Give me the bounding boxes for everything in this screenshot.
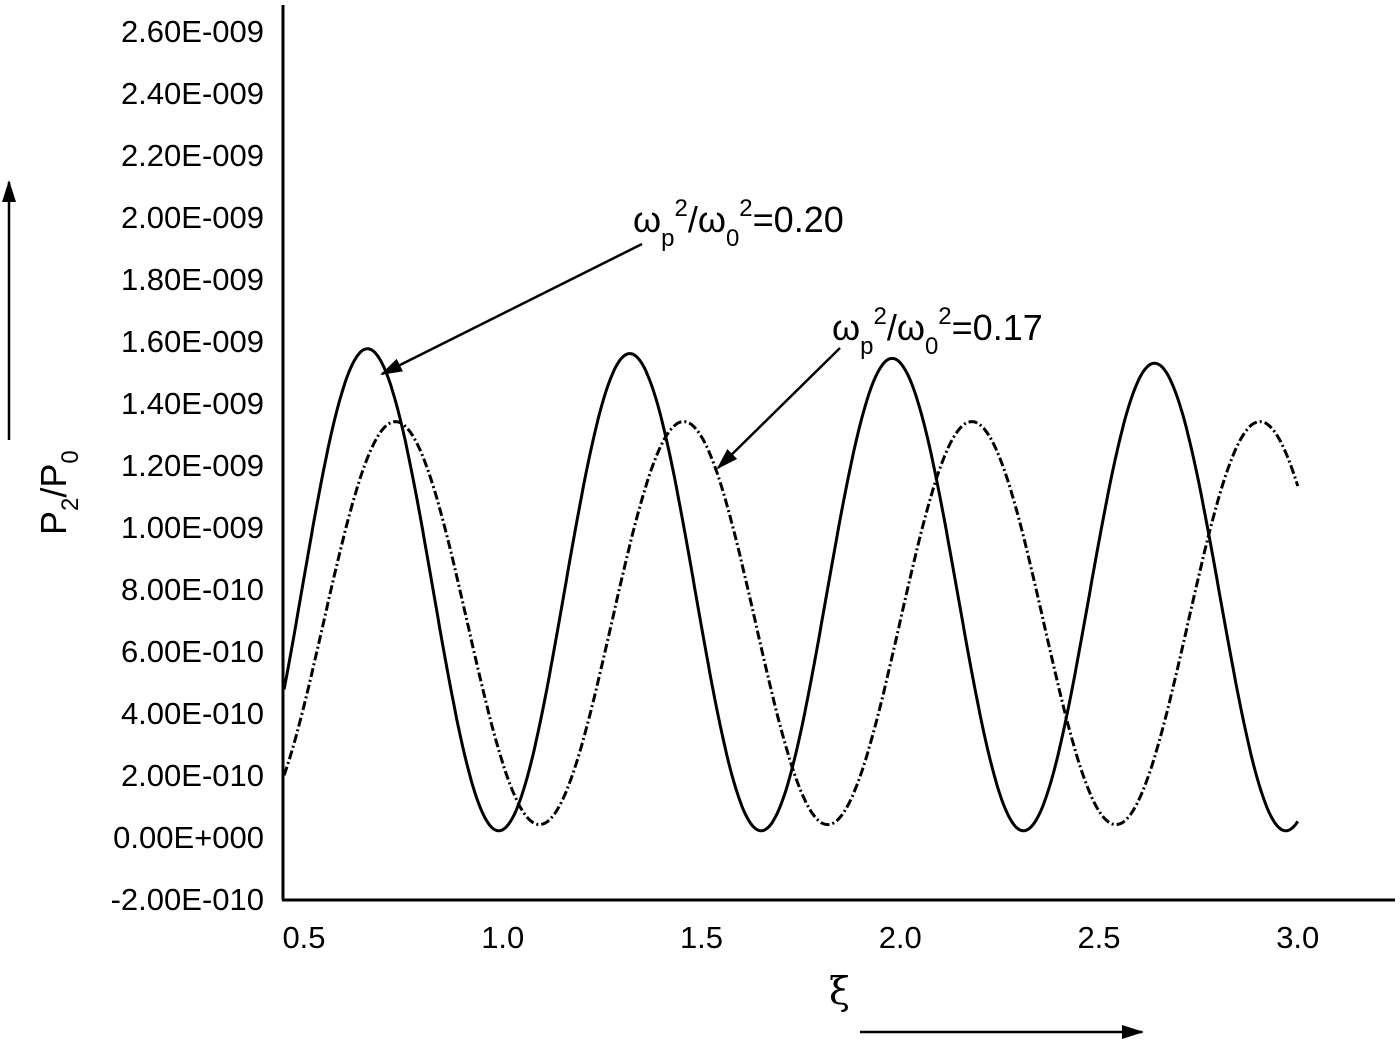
annotation-arrow-017: [716, 347, 841, 470]
x-tick-label: 3.0: [1276, 920, 1319, 955]
y-tick-label: 6.00E-010: [121, 634, 264, 669]
y-tick-label: 0.00E+000: [113, 820, 264, 855]
y-tick-label: -2.00E-010: [111, 882, 264, 917]
y-tick-label: 2.00E-010: [121, 758, 264, 793]
y-tick-label: 1.20E-009: [121, 448, 264, 483]
y-tick-label: 1.00E-009: [121, 510, 264, 545]
x-tick-labels: 0.5 1.0 1.5 2.0 2.5 3.0: [282, 920, 1319, 955]
annotation-arrow-020: [380, 242, 643, 376]
y-tick-label: 2.00E-009: [121, 200, 264, 235]
y-tick-label: 2.60E-009: [121, 14, 264, 49]
y-axis-title: P2/P0: [33, 450, 84, 535]
svg-text:P2/P0: P2/P0: [33, 450, 84, 535]
y-tick-label: 1.40E-009: [121, 386, 264, 421]
x-tick-label: 1.0: [481, 920, 524, 955]
y-tick-label: 2.40E-009: [121, 76, 264, 111]
y-tick-label: 1.80E-009: [121, 262, 264, 297]
x-tick-label: 1.5: [680, 920, 723, 955]
series-dashdot-017: [282, 420, 1300, 827]
y-tick-label: 4.00E-010: [121, 696, 264, 731]
y-tick-labels: 2.60E-009 2.40E-009 2.20E-009 2.00E-009 1.80…: [111, 14, 264, 917]
y-tick-label: 8.00E-010: [121, 572, 264, 607]
svg-text:ωp2/ω02=0.20: ωp2/ω02=0.20: [633, 195, 844, 252]
x-axis-title: ξ: [829, 969, 850, 1013]
y-tick-label: 2.20E-009: [121, 138, 264, 173]
annotation-020: ωp2/ω02=0.20: [380, 195, 844, 376]
x-tick-label: 2.5: [1077, 920, 1120, 955]
annotation-017: ωp2/ω02=0.17: [716, 303, 1043, 470]
y-tick-label: 1.60E-009: [121, 324, 264, 359]
svg-text:ωp2/ω02=0.17: ωp2/ω02=0.17: [832, 303, 1043, 360]
x-tick-label: 0.5: [282, 920, 325, 955]
series-solid-020: [282, 347, 1300, 833]
axes: [281, 5, 1395, 902]
x-tick-label: 2.0: [879, 920, 922, 955]
